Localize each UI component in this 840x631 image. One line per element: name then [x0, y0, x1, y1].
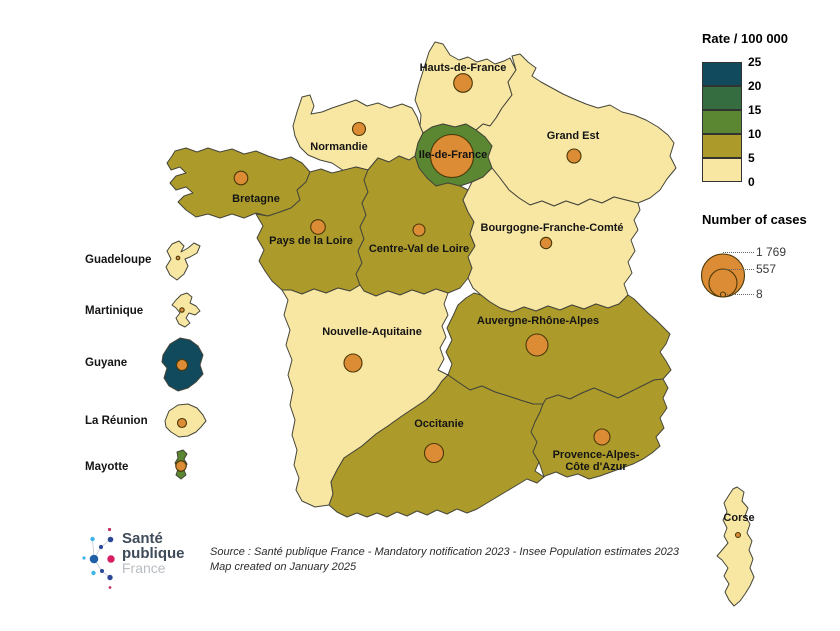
logo-text-publique: publique [122, 545, 185, 562]
region-shape-corse [716, 486, 755, 607]
rate-tick-25: 25 [748, 55, 762, 69]
cases-circle-ile-de-france [429, 133, 475, 179]
region-label-provence-alpes: Provence-Alpes- [552, 449, 640, 461]
cases-circle-auvergne-rhone-alpes [525, 333, 549, 357]
rate-tick-15: 15 [748, 103, 762, 117]
cases-circle-corse [734, 531, 742, 539]
source-line-2: Map created on January 2025 [210, 560, 357, 573]
cases-circle-centre-val-de-loire [412, 223, 426, 237]
rate-swatch-15-20 [702, 86, 742, 110]
cases-circle-guyane [175, 358, 189, 372]
cases-leader-mid [723, 269, 754, 270]
rate-swatch-5-10 [702, 134, 742, 158]
territory-label-la-reunion: La Réunion [85, 415, 148, 427]
logo-dots [82, 527, 115, 589]
cases-legend-circle-min [719, 291, 727, 298]
territory-label-mayotte: Mayotte [85, 461, 129, 473]
region-label-occitanie: Occitanie [414, 418, 464, 430]
cases-circle-bourgogne-franche-comte [539, 236, 553, 250]
cases-value-max: 1 769 [756, 245, 787, 259]
territory-label-martinique: Martinique [85, 305, 144, 317]
region-label-bourgogne-franche-comte: Bourgogne-Franche-Comté [480, 222, 624, 234]
cases-legend-title: Number of cases [702, 212, 807, 227]
region-label-cote-d-azur: Côte d'Azur [565, 461, 627, 473]
cases-circle-bretagne [233, 170, 249, 186]
source-line-1: Source : Santé publique France - Mandato… [210, 546, 680, 558]
region-label-auvergne-rhone-alpes: Auvergne-Rhône-Alpes [476, 315, 600, 327]
rate-swatch-20-25 [702, 62, 742, 86]
cases-circle-provence-alpes-cote-d-azur [593, 428, 611, 446]
territory-shape-martinique [171, 292, 201, 328]
cases-circle-hauts-de-france [453, 73, 473, 93]
cases-circle-normandie [351, 121, 367, 137]
cases-leader-max [723, 252, 754, 253]
region-shape-bourgogne-franche-comte [462, 167, 641, 313]
cases-value-min: 8 [756, 287, 763, 301]
territory-shape-guadeloupe [165, 240, 201, 281]
cases-leader-min [727, 294, 754, 295]
cases-circle-grand-est [566, 148, 582, 164]
cases-circle-nouvelle-aquitaine [343, 353, 363, 373]
rate-tick-5: 5 [748, 151, 755, 165]
rate-tick-0: 0 [748, 175, 755, 189]
logo-text-france: France [122, 560, 166, 576]
region-label-ile-de-france: Ile-de-France [418, 149, 488, 161]
region-label-hauts-de-france: Hauts-de-France [419, 62, 507, 74]
region-label-bretagne: Bretagne [232, 193, 280, 205]
rate-legend-title: Rate / 100 000 [702, 31, 789, 46]
rate-tick-10: 10 [748, 127, 762, 141]
region-label-centre-val-de-loire: Centre-Val de Loire [368, 243, 470, 255]
cases-circle-martinique [179, 307, 185, 313]
region-label-normandie: Normandie [310, 141, 368, 153]
cases-value-mid: 557 [756, 262, 777, 276]
region-label-nouvelle-aquitaine: Nouvelle-Aquitaine [322, 326, 422, 338]
source-note: Source : Santé publique France - Mandato… [210, 545, 679, 574]
cases-circle-guadeloupe [175, 255, 181, 261]
region-label-pays-de-la-loire: Pays de la Loire [269, 235, 353, 247]
territory-label-guadeloupe: Guadeloupe [85, 254, 152, 266]
cases-circle-occitanie [423, 442, 445, 464]
cases-legend-circles [700, 253, 746, 298]
rate-swatch-10-15 [702, 110, 742, 134]
cases-circle-la-reunion [176, 417, 188, 429]
territory-label-guyane: Guyane [85, 357, 128, 369]
rate-swatch-0-5 [702, 158, 742, 182]
logo-text-sante: Santé [122, 530, 163, 547]
region-label-corse: Corse [723, 512, 755, 524]
region-label-grand-est: Grand Est [546, 130, 600, 142]
cases-circle-mayotte [175, 460, 187, 472]
rate-tick-20: 20 [748, 79, 762, 93]
cases-circle-pays-de-la-loire [310, 219, 326, 235]
